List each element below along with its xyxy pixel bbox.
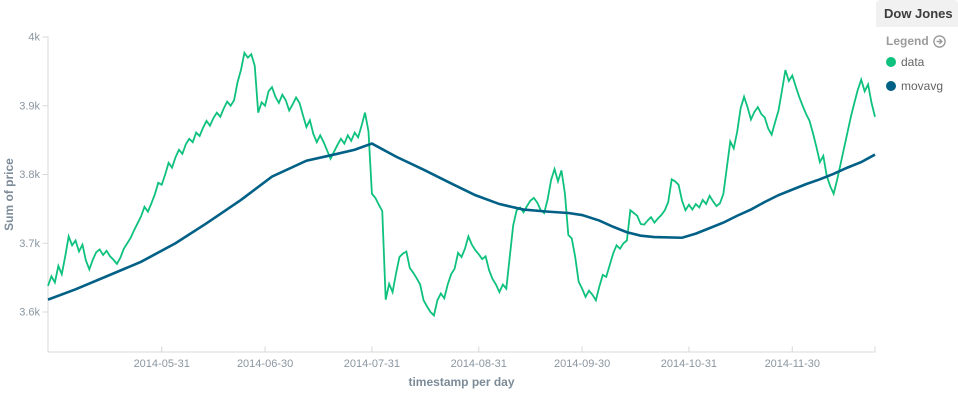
y-tick-label: 3.7k (19, 238, 40, 250)
y-tick-label: 3.6k (19, 307, 40, 319)
y-tick-label: 4k (28, 32, 40, 44)
legend-item-data[interactable]: data (876, 50, 958, 74)
x-tick-label: 2014-06-30 (237, 358, 293, 370)
x-tick-label: 2014-11-30 (765, 358, 820, 370)
legend-title: Legend (886, 34, 929, 48)
legend-item-label: movavg (901, 79, 944, 93)
panel-title: Dow Jones (876, 0, 958, 27)
legend-item-label: data (901, 55, 925, 69)
legend-panel: Dow Jones Legend data movavg (876, 0, 958, 400)
x-tick-label: 2014-07-31 (344, 358, 400, 370)
legend-swatch-icon (886, 57, 896, 67)
x-axis-title: timestamp per day (408, 375, 514, 389)
legend-swatch-icon (886, 81, 896, 91)
legend-expand-icon[interactable] (932, 34, 946, 48)
y-axis-line (42, 36, 49, 352)
legend-toggle[interactable]: Legend (876, 27, 958, 50)
chart-line-data (47, 50, 876, 318)
chart-line-movavg (47, 142, 876, 301)
x-tick-label: 2014-09-30 (554, 358, 610, 370)
x-axis-line (48, 346, 876, 353)
x-tick-label: 2014-05-31 (134, 358, 190, 370)
y-tick-label: 3.9k (19, 100, 40, 112)
y-tick-label: 3.8k (19, 169, 40, 181)
legend-items: data movavg (876, 50, 958, 98)
y-axis-title: Sum of price (2, 158, 16, 231)
legend-item-movavg[interactable]: movavg (876, 74, 958, 98)
x-tick-label: 2014-08-31 (451, 358, 507, 370)
x-tick-label: 2014-10-31 (661, 358, 717, 370)
